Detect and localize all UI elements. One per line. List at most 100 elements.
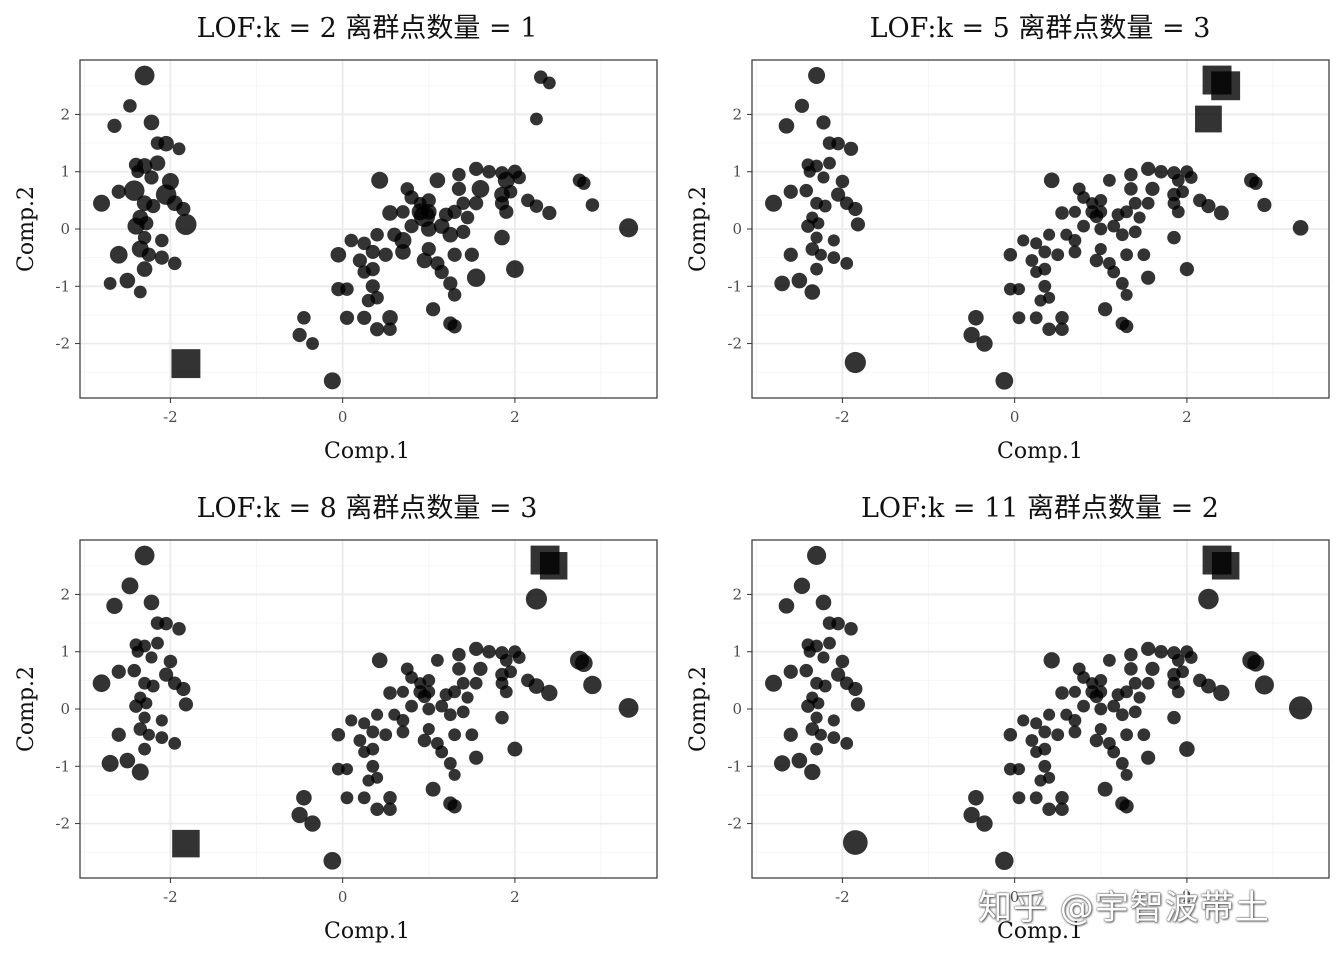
data-point: [1154, 644, 1168, 659]
data-point: [995, 851, 1014, 871]
data-point: [357, 310, 372, 325]
data-point: [425, 302, 441, 317]
data-point: [803, 165, 816, 178]
data-point: [292, 327, 307, 343]
data-point: [371, 771, 384, 784]
data-point: [1154, 164, 1168, 179]
data-point: [1137, 248, 1151, 262]
data-point: [1003, 762, 1017, 776]
data-point: [1141, 161, 1156, 176]
data-point: [1038, 279, 1052, 293]
data-point: [469, 641, 484, 656]
data-point: [529, 199, 544, 213]
data-point: [976, 335, 993, 352]
data-point: [791, 752, 808, 769]
data-point: [1068, 725, 1082, 739]
data-point: [968, 789, 984, 806]
data-point: [1124, 662, 1138, 676]
data-point: [976, 815, 993, 832]
data-point: [371, 708, 384, 721]
data-point: [127, 217, 145, 235]
data-point: [140, 697, 153, 710]
data-point: [134, 545, 155, 566]
data-point: [1176, 665, 1189, 679]
data-point: [1094, 222, 1108, 236]
data-point: [452, 662, 466, 676]
data-point: [168, 736, 182, 750]
data-point: [469, 676, 483, 690]
data-point: [1247, 654, 1265, 672]
y-tick-label: 0: [60, 700, 70, 718]
data-point: [1094, 243, 1107, 256]
data-point: [422, 673, 436, 687]
data-point: [306, 337, 319, 350]
data-point: [396, 714, 410, 727]
data-point: [822, 616, 837, 630]
data-point: [1038, 725, 1052, 739]
data-point: [1055, 206, 1069, 220]
data-point: [395, 244, 411, 260]
data-point: [799, 183, 814, 198]
data-point: [814, 248, 827, 261]
data-point: [447, 288, 462, 302]
data-point: [1133, 691, 1146, 704]
y-tick-label: -2: [727, 335, 742, 353]
data-point: [443, 757, 457, 770]
data-point: [434, 264, 449, 280]
data-point: [466, 268, 486, 287]
data-point: [378, 247, 393, 262]
data-point: [365, 262, 380, 277]
data-point: [1097, 302, 1113, 317]
data-point: [1184, 171, 1198, 184]
data-point: [1038, 759, 1052, 773]
data-point: [416, 252, 433, 269]
data-point: [499, 685, 513, 699]
data-point: [442, 226, 459, 243]
data-point: [163, 654, 178, 669]
data-point: [804, 284, 821, 300]
data-point: [1107, 699, 1121, 713]
data-point: [815, 594, 832, 611]
data-point: [1094, 723, 1107, 736]
data-point: [1089, 253, 1104, 268]
data-point: [101, 754, 119, 772]
data-point: [816, 115, 831, 130]
data-point: [1213, 205, 1229, 221]
data-point: [827, 234, 840, 247]
data-point: [331, 728, 346, 742]
data-point: [151, 636, 164, 650]
data-point: [143, 114, 160, 131]
y-axis-label: Comp.2: [686, 186, 711, 272]
data-point: [383, 686, 397, 700]
data-point: [1029, 791, 1043, 805]
data-point: [420, 221, 437, 237]
data-point: [456, 676, 470, 690]
data-point: [1051, 728, 1065, 742]
data-point: [394, 231, 412, 249]
data-point: [574, 654, 593, 673]
data-point: [818, 199, 832, 213]
data-point: [541, 684, 558, 702]
data-point: [127, 663, 142, 678]
data-point: [167, 256, 182, 271]
data-point: [1017, 714, 1030, 727]
data-point: [512, 651, 526, 664]
data-point: [451, 181, 467, 196]
y-tick-label: 2: [60, 105, 70, 123]
data-point: [149, 155, 166, 171]
data-point: [469, 750, 484, 765]
panel-4: -2 0 2 -2 -1 0 1 2 LOF:k = 11 离群点数量 = 2 Comp.1 Com…: [686, 493, 1330, 944]
data-point: [804, 763, 821, 781]
data-point: [353, 734, 367, 747]
data-point: [619, 218, 639, 238]
data-point: [345, 714, 358, 727]
data-point: [1043, 172, 1060, 189]
data-point: [1089, 733, 1104, 748]
data-point: [848, 201, 863, 217]
data-point: [1179, 741, 1195, 757]
data-point: [1292, 220, 1309, 236]
x-tick-label: 0: [338, 888, 348, 906]
data-point: [528, 678, 545, 694]
data-point: [447, 319, 462, 334]
